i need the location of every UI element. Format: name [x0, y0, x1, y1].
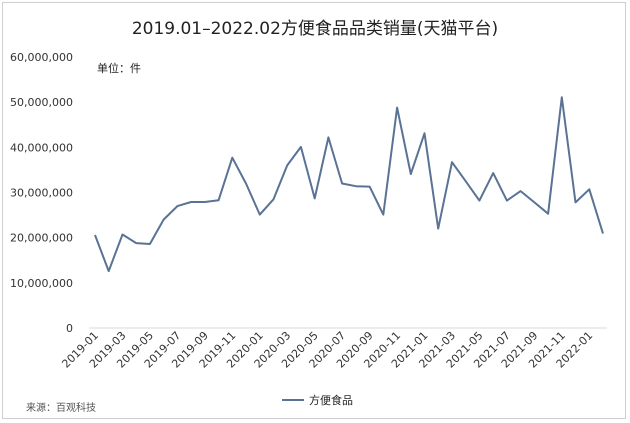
- series-line: [94, 96, 604, 273]
- chart-title: 2019.01–2022.02方便食品品类销量(天猫平台): [132, 19, 498, 39]
- legend: 方便食品: [282, 393, 353, 407]
- x-axis-ticks: 2019-012019-032019-052019-072019-092019-…: [59, 329, 595, 371]
- y-axis-ticks: 0 10,000,000 20,000,000 30,000,000 40,000,00…: [10, 51, 73, 335]
- y-tick-label: 10,000,000: [10, 277, 73, 290]
- y-tick-label: 60,000,000: [10, 51, 73, 64]
- series-group: [94, 96, 604, 273]
- y-tick-label: 20,000,000: [10, 232, 73, 245]
- chart-frame: [2, 2, 626, 419]
- unit-label: 单位：件: [97, 61, 141, 75]
- legend-entry: 方便食品: [309, 393, 353, 407]
- y-tick-label: 0: [66, 322, 73, 335]
- y-tick-label: 30,000,000: [10, 187, 73, 200]
- y-tick-label: 40,000,000: [10, 141, 73, 154]
- source-note: 来源：百观科技: [26, 401, 96, 414]
- y-tick-label: 50,000,000: [10, 96, 73, 109]
